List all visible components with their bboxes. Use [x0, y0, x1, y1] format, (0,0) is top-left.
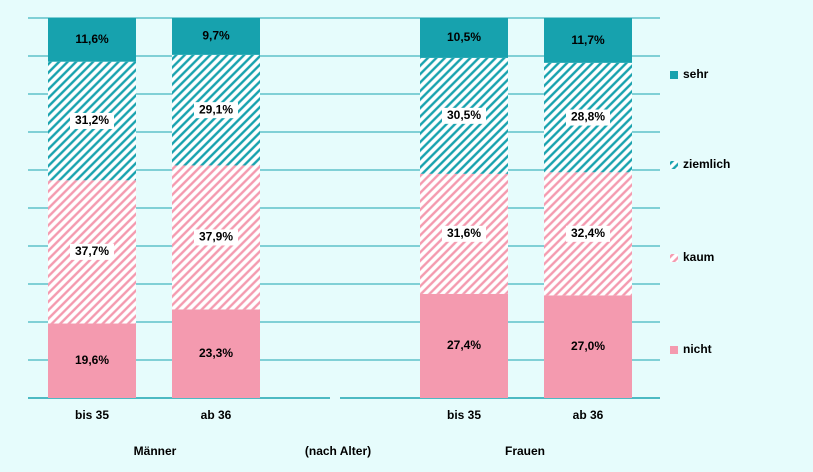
value-label: 9,7%	[202, 29, 230, 43]
value-label: 11,7%	[571, 33, 605, 47]
value-label: 23,3%	[199, 346, 233, 360]
x-tick-label: ab 36	[201, 408, 232, 422]
bar-segment	[544, 295, 632, 398]
label-bg	[70, 112, 114, 129]
label-bg	[566, 109, 610, 126]
label-bg	[194, 229, 238, 246]
value-label: 27,4%	[447, 338, 481, 352]
value-label: 37,9%	[199, 230, 233, 244]
value-label: 31,6%	[447, 226, 481, 240]
x-tick-label: bis 35	[447, 408, 481, 422]
label-bg	[566, 225, 610, 242]
legend-swatch	[670, 346, 678, 354]
bar-segment	[48, 17, 136, 62]
bar-segment	[172, 18, 260, 55]
legend-label: kaum	[683, 250, 714, 264]
group-label: (nach Alter)	[305, 444, 371, 458]
value-label: 11,6%	[75, 32, 109, 46]
bar-segment	[48, 323, 136, 398]
label-bg	[70, 243, 114, 260]
label-bg	[194, 102, 238, 119]
x-tick-label: ab 36	[573, 408, 604, 422]
value-label: 28,8%	[571, 110, 605, 124]
bar-segment	[544, 18, 632, 63]
bar-segment	[172, 309, 260, 398]
value-label: 27,0%	[571, 339, 605, 353]
value-label: 30,5%	[447, 108, 481, 122]
legend-label: sehr	[683, 67, 709, 81]
legend-label: ziemlich	[683, 157, 730, 171]
legend-label: nicht	[683, 342, 712, 356]
x-tick-label: bis 35	[75, 408, 109, 422]
bar-segment	[420, 293, 508, 398]
value-label: 19,6%	[75, 353, 109, 367]
group-label: Frauen	[505, 444, 545, 458]
value-label: 31,2%	[75, 113, 109, 127]
value-label: 37,7%	[75, 244, 109, 258]
value-label: 29,1%	[199, 102, 233, 116]
legend-swatch	[670, 71, 678, 79]
group-label: Männer	[134, 444, 177, 458]
label-bg	[442, 107, 486, 124]
label-bg	[442, 225, 486, 242]
legend-swatch	[670, 254, 678, 262]
value-label: 10,5%	[447, 30, 481, 44]
bar-segment	[420, 18, 508, 58]
value-label: 32,4%	[571, 226, 605, 240]
legend-swatch	[670, 161, 678, 169]
